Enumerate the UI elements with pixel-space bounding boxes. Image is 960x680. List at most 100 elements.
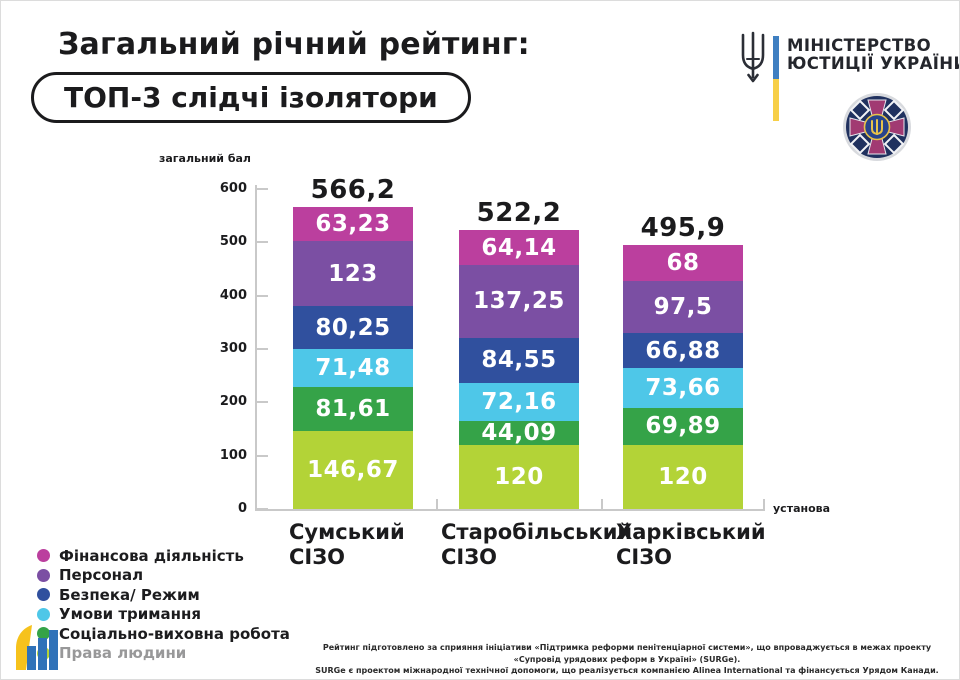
y-axis-title: загальний бал (158, 152, 251, 165)
legend-item: Умови тримання (37, 605, 290, 625)
bar-total-label: 566,2 (310, 175, 396, 206)
y-tick-mark (255, 508, 268, 510)
y-tick-label: 600 (219, 181, 247, 196)
footnote-line2: SURGe є проектом міжнародної технічної д… (315, 666, 939, 676)
subtitle-pill-label: ТОП-3 слідчі ізолятори (64, 81, 438, 114)
legend-swatch-icon (37, 607, 50, 621)
legend-item: Безпека/ Режим (37, 585, 290, 605)
bar-segment: 71,48 (293, 349, 413, 388)
bar-segment: 120 (459, 444, 579, 509)
bar-segment: 66,88 (623, 332, 743, 369)
y-tick-label: 300 (219, 341, 247, 356)
flag-bar-icon (773, 36, 779, 121)
x-tick-mark (601, 499, 603, 511)
bar-segment: 80,25 (293, 306, 413, 350)
bar-value-label: 73,66 (645, 375, 721, 402)
y-axis-line (255, 185, 257, 510)
bar-total-label: 495,9 (640, 212, 726, 243)
legend-item: Персонал (37, 566, 290, 586)
rising-bars-logo-icon (16, 625, 58, 670)
bar-value-label: 120 (494, 463, 544, 490)
footnote: Рейтинг підготовлено за сприяння ініціат… (307, 642, 947, 677)
bar-value-label: 137,25 (473, 288, 565, 315)
bar-segment: 120 (623, 444, 743, 509)
category-label-line: СІЗО (289, 545, 345, 569)
bar-value-label: 97,5 (653, 293, 713, 320)
footnote-line1: Рейтинг підготовлено за сприяння ініціат… (322, 643, 932, 664)
category-label-line: СІЗО (441, 545, 497, 569)
legend-label: Умови тримання (59, 605, 202, 624)
ministry-name: МІНІСТЕРСТВО ЮСТИЦІЇ УКРАЇНИ (787, 36, 960, 73)
bar-value-label: 71,48 (315, 355, 391, 382)
x-axis-line (255, 509, 765, 511)
chart-legend: Фінансова діяльність Персонал Безпека/ Реж… (37, 546, 290, 663)
bar-value-label: 120 (658, 463, 708, 490)
legend-item: Права людини (37, 644, 290, 664)
category-label-line: Сумський (289, 520, 405, 544)
bar-segment: 137,25 (459, 264, 579, 338)
x-axis-title: установа (773, 502, 831, 515)
x-tick-mark (436, 499, 438, 511)
legend-label: Персонал (59, 566, 144, 585)
legend-swatch-icon (37, 588, 50, 602)
ministry-logo: МІНІСТЕРСТВО ЮСТИЦІЇ УКРАЇНИ (736, 31, 959, 121)
y-tick-label: 500 (219, 234, 247, 250)
bar-value-label: 146,67 (307, 456, 399, 483)
category-label: Сумський СІЗО (289, 520, 405, 570)
y-tick-mark (255, 348, 268, 350)
bar-segment: 64,14 (459, 230, 579, 265)
y-tick-label: 0 (237, 501, 247, 516)
legend-label: Соціально-виховна робота (59, 624, 290, 643)
page-title: Загальний річний рейтинг: (58, 27, 530, 62)
category-label: Харківський СІЗО (616, 520, 766, 570)
legend-item: Фінансова діяльність (37, 546, 290, 566)
bar-value-label: 72,16 (481, 389, 557, 416)
bar-value-label: 123 (328, 260, 378, 287)
y-tick-mark (255, 401, 268, 404)
y-tick-mark (255, 188, 268, 190)
bar-segment: 63,23 (293, 207, 413, 241)
category-label-line: СІЗО (616, 545, 672, 569)
bar-value-label: 64,14 (481, 234, 557, 261)
category-label-line: Старобільський (441, 520, 633, 544)
bar-segment: 44,09 (459, 420, 579, 447)
bar-segment: 69,89 (623, 407, 743, 445)
bar-segment: 73,66 (623, 368, 743, 408)
penitentiary-emblem-icon (843, 93, 911, 161)
bar-segment: 72,16 (459, 382, 579, 422)
bar-value-label: 81,61 (315, 395, 391, 422)
bar-value-label: 84,55 (481, 347, 557, 374)
bar-segment: 68 (623, 244, 743, 281)
legend-label: Безпека/ Режим (59, 585, 200, 604)
bar-value-label: 63,23 (315, 210, 391, 237)
y-tick-mark (255, 241, 268, 244)
y-tick-label: 200 (219, 394, 247, 410)
bar-value-label: 44,09 (481, 420, 557, 447)
legend-swatch-icon (37, 549, 50, 563)
bar-1: 63,23 123 80,25 71,48 81,61 146,67 (293, 207, 413, 509)
legend-label: Фінансова діяльність (59, 546, 244, 565)
bar-segment: 97,5 (623, 280, 743, 333)
legend-swatch-icon (37, 627, 50, 641)
y-tick-mark (255, 454, 268, 457)
bar-segment: 123 (293, 240, 413, 307)
bar-segment: 146,67 (293, 430, 413, 509)
bar-value-label: 68 (666, 249, 700, 276)
bar-2: 64,14 137,25 84,55 72,16 44,09 120 (459, 230, 579, 509)
category-label: Старобільський СІЗО (441, 520, 632, 570)
legend-label: Права людини (59, 644, 187, 663)
x-tick-mark (763, 499, 765, 511)
bar-segment: 81,61 (293, 387, 413, 431)
trident-icon (741, 31, 765, 83)
bar-3: 68 97,5 66,88 73,66 69,89 120 (623, 244, 743, 509)
bar-value-label: 69,89 (645, 413, 721, 440)
ministry-name-line2: ЮСТИЦІЇ УКРАЇНИ (787, 54, 960, 73)
y-tick-label: 100 (219, 447, 247, 463)
subtitle-pill: ТОП-3 слідчі ізолятори (31, 72, 471, 123)
ministry-name-line1: МІНІСТЕРСТВО (787, 36, 932, 55)
legend-item: Соціально-виховна робота (37, 624, 290, 644)
y-tick-label: 400 (219, 287, 247, 303)
bar-value-label: 66,88 (645, 337, 721, 364)
bar-value-label: 80,25 (315, 314, 391, 341)
